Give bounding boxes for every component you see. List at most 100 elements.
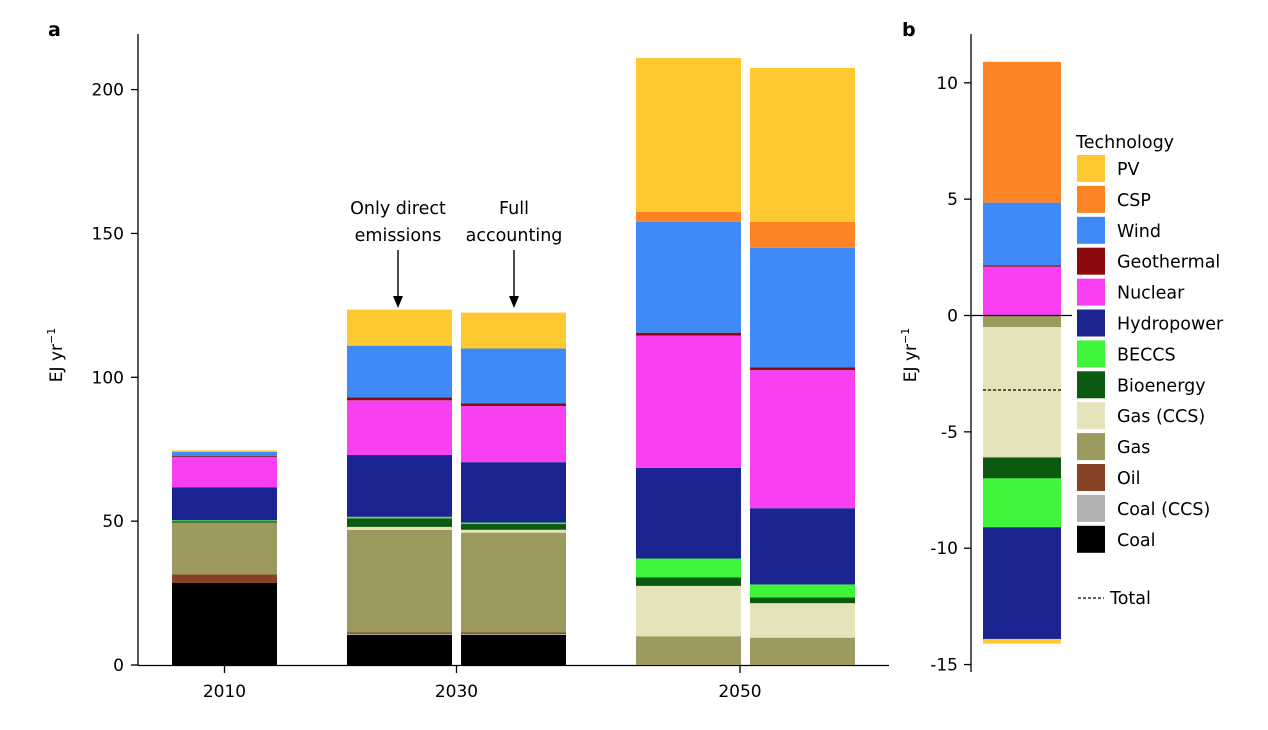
bar-segment-coal	[461, 634, 566, 665]
bar-segment-oil	[347, 632, 452, 634]
y-tick-label-b: -15	[930, 656, 958, 676]
legend-total-label: Total	[1109, 589, 1151, 609]
bar-segment-bioenergy	[461, 524, 566, 530]
bar-segment-nuclear	[750, 370, 855, 509]
legend-item-gas: Gas	[1077, 433, 1150, 461]
bar-segment-bioenergy	[172, 521, 277, 523]
legend-item-pv: PV	[1077, 155, 1140, 182]
legend-item-oil: Oil	[1077, 464, 1141, 491]
bar-segment-pv	[461, 312, 566, 349]
bar-segment-nuclear	[983, 266, 1061, 316]
bar-segment-gas	[461, 532, 566, 633]
bar-2050-3	[636, 57, 741, 665]
legend-item-coal-ccs: Coal (CCS)	[1077, 494, 1210, 522]
panel-a: a 0 50 100 150 200 EJ yr−1 2010 2030 2050 Only dir…	[45, 19, 889, 702]
legend-item-geothermal: Geothermal	[1077, 247, 1220, 275]
bar-segment-oil	[461, 632, 566, 634]
bar-segment-gas-ccs	[347, 526, 452, 530]
y-tick-label: 150	[92, 224, 124, 244]
bar-segment-gas-ccs	[983, 327, 1061, 458]
legend-swatch	[1077, 371, 1105, 399]
legend-label: BECCS	[1117, 345, 1176, 365]
bar-segment-pv	[636, 57, 741, 212]
bar-2030-2	[461, 312, 566, 665]
legend-label: Nuclear	[1117, 284, 1185, 304]
bar-segment-pv	[983, 638, 1061, 644]
bar-2030-1	[347, 309, 452, 665]
legend: Technology PV CSP Wind Geothermal Nuclear Hydr…	[1075, 133, 1224, 609]
legend-item-bioenergy: Bioenergy	[1077, 371, 1206, 399]
bar-segment-wind	[750, 247, 855, 368]
legend-item-csp: CSP	[1077, 185, 1151, 213]
bar-segment-wind	[983, 202, 1061, 266]
bar-segment-beccs	[461, 522, 566, 525]
legend-label: Coal	[1117, 531, 1156, 551]
legend-item-wind: Wind	[1077, 216, 1161, 244]
bar-segment-wind	[172, 451, 277, 457]
panel-label-b: b	[902, 19, 916, 41]
legend-label: Gas	[1117, 438, 1150, 458]
y-axis-label-b: EJ yr−1	[899, 328, 921, 382]
bar-segment-coal-ccs	[461, 633, 566, 635]
bar-segment-oil	[172, 574, 277, 584]
y-axis-label: EJ yr−1	[45, 328, 67, 382]
bar-segment-gas-ccs	[461, 529, 566, 533]
x-tick-label: 2010	[203, 682, 246, 702]
legend-swatch	[1077, 494, 1105, 522]
bar-segment-geothermal	[636, 332, 741, 336]
legend-swatch	[1077, 464, 1105, 491]
bar-segment-nuclear	[636, 335, 741, 468]
bar-segment-gas	[750, 637, 855, 665]
bar-segment-geothermal	[750, 367, 855, 371]
legend-swatch	[1077, 402, 1105, 430]
bar-segment-nuclear	[347, 400, 452, 455]
bar-segment-geothermal	[347, 397, 452, 401]
y-tick-label: 0	[113, 656, 124, 676]
legend-swatch	[1077, 185, 1105, 213]
legend-swatch	[1077, 155, 1105, 182]
bar-segment-beccs	[636, 558, 741, 578]
bar-segment-beccs	[347, 516, 452, 519]
bar-segment-bioenergy	[636, 577, 741, 586]
y-tick-label-b: -10	[930, 539, 958, 559]
bar-segment-hydropower	[461, 462, 566, 523]
bar-segment-hydropower	[750, 508, 855, 585]
legend-label: PV	[1117, 160, 1140, 180]
legend-label: Wind	[1117, 222, 1161, 242]
bar-segment-wind	[347, 345, 452, 398]
bar-segment-wind	[636, 221, 741, 333]
legend-swatch	[1077, 525, 1105, 553]
bar-segment-geothermal	[983, 265, 1061, 267]
bar-segment-bioenergy	[983, 457, 1061, 479]
y-tick-label-b: 5	[947, 190, 958, 210]
legend-item-gas-ccs: Gas (CCS)	[1077, 402, 1205, 430]
bar-segment-hydropower	[636, 467, 741, 559]
legend-title: Technology	[1075, 133, 1174, 153]
bar-segment-pv	[347, 309, 452, 346]
bar-segment-pv	[172, 450, 277, 452]
annotation-arrow-head	[509, 296, 519, 308]
legend-label: Bioenergy	[1117, 376, 1206, 396]
legend-label: Geothermal	[1117, 253, 1220, 273]
bar-segment-gas	[983, 315, 1061, 328]
panel-label-a: a	[48, 19, 61, 41]
legend-swatch	[1077, 433, 1105, 461]
bar-segment-bioenergy	[347, 518, 452, 527]
bar-segment-beccs	[750, 584, 855, 598]
bar-segment-nuclear	[461, 406, 566, 463]
y-tick-label-b: 0	[947, 307, 958, 327]
panel-b: b 10 5 0 -5 -10 -15 EJ yr−1	[899, 19, 1072, 676]
bar-segment-csp	[983, 61, 1061, 203]
y-tick-label-b: -5	[941, 423, 958, 443]
legend-swatch	[1077, 278, 1105, 306]
annotation-1: Full accounting	[466, 199, 563, 246]
bar-segment-gas	[172, 522, 277, 575]
bar-segment-bioenergy	[750, 597, 855, 604]
legend-item-coal: Coal	[1077, 525, 1156, 553]
bar-segment-gas	[347, 529, 452, 633]
bar-segment-pv	[750, 68, 855, 222]
legend-label: Hydropower	[1117, 315, 1224, 335]
bar-segment-gas-ccs	[636, 585, 741, 637]
bar-segment-gas-ccs	[750, 603, 855, 638]
